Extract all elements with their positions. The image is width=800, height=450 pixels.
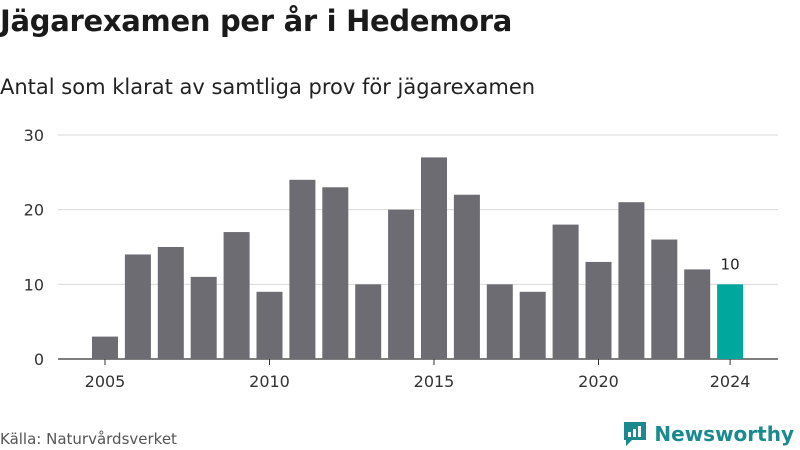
source-note: Källa: Naturvårdsverket: [0, 430, 177, 448]
bar: [355, 284, 382, 359]
bar: [552, 224, 579, 359]
x-tick-label: 2010: [249, 372, 290, 391]
chart-subtitle: Antal som klarat av samtliga prov för jä…: [0, 75, 536, 99]
brand-logo: Newsworthy: [622, 420, 794, 448]
bar: [684, 269, 711, 359]
bar-chart: 0 10 20 30 10 2005 2010 2015 2020 2024: [24, 126, 778, 391]
y-tick-label: 10: [24, 275, 44, 294]
bar: [519, 291, 546, 359]
bar: [388, 209, 415, 359]
brand-name: Newsworthy: [654, 422, 794, 446]
bar: [486, 284, 513, 359]
x-tick-label: 2015: [414, 372, 455, 391]
bar: [190, 276, 217, 359]
x-tick-label: 2020: [578, 372, 619, 391]
bar: [256, 291, 283, 359]
bar: [717, 284, 744, 359]
bar: [453, 194, 480, 359]
y-tick-label: 20: [24, 201, 44, 220]
x-tick-label: 2024: [710, 372, 751, 391]
bar: [92, 336, 118, 359]
bar: [421, 157, 447, 359]
bar: [157, 247, 184, 359]
bar: [618, 202, 645, 359]
bar: [124, 254, 151, 359]
bar: [223, 232, 250, 359]
bar: [651, 239, 678, 359]
bar: [585, 261, 612, 359]
newsworthy-logo-icon: [624, 422, 647, 446]
y-tick-label: 30: [24, 126, 44, 145]
bar: [322, 187, 349, 359]
bar: [289, 179, 316, 359]
x-tick-label: 2005: [85, 372, 126, 391]
chart-title: Jägarexamen per år i Hedemora: [0, 4, 513, 38]
data-label: 10: [721, 255, 740, 273]
y-tick-label: 0: [34, 350, 44, 369]
